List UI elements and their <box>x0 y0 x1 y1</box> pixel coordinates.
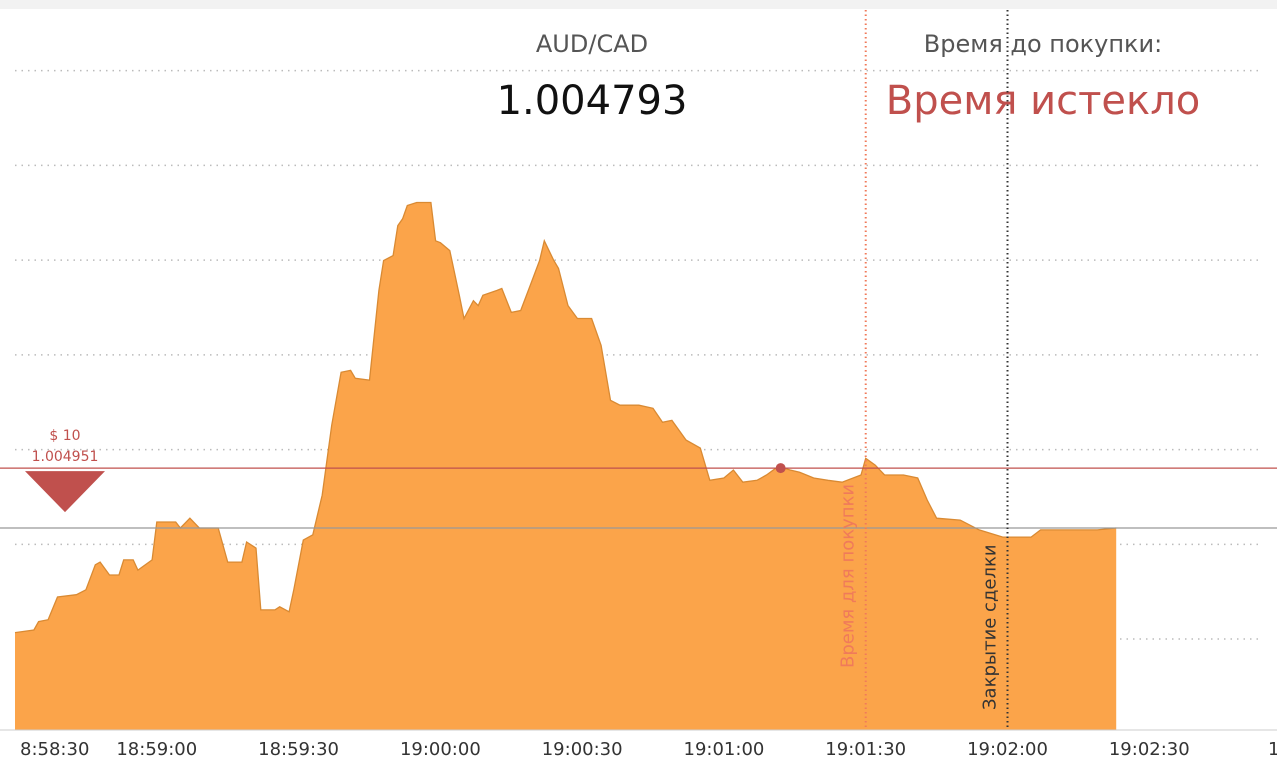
x-tick-label: 19:00:30 <box>542 739 623 760</box>
x-tick-label: 19:01:00 <box>684 739 765 760</box>
area <box>15 202 1117 730</box>
x-tick-label: 8:58:30 <box>20 739 89 760</box>
x-tick-label: 18:59:30 <box>258 739 339 760</box>
deal-close-label: Закрытие сделки <box>980 544 1001 710</box>
entry-price: 1.004951 <box>32 449 99 465</box>
x-tick-label: 19:01:30 <box>825 739 906 760</box>
x-tick-label: 1 <box>1268 739 1277 760</box>
x-tick-label: 19:00:00 <box>400 739 481 760</box>
timer-label: Время до покупки: <box>924 30 1163 58</box>
entry-amount: $ 10 <box>49 428 80 444</box>
entry-point <box>775 463 786 474</box>
x-tick-label: 18:59:00 <box>116 739 197 760</box>
entry-marker <box>25 471 105 513</box>
purchase-deadline-label: Время для покупки <box>838 484 859 668</box>
top-bar <box>0 0 1277 9</box>
x-tick-label: 19:02:30 <box>1109 739 1190 760</box>
x-tick-label: 19:02:00 <box>967 739 1048 760</box>
chart-title: AUD/CAD <box>536 30 648 58</box>
price: 1.004793 <box>497 78 688 124</box>
timer-text: Время истекло <box>886 78 1201 124</box>
